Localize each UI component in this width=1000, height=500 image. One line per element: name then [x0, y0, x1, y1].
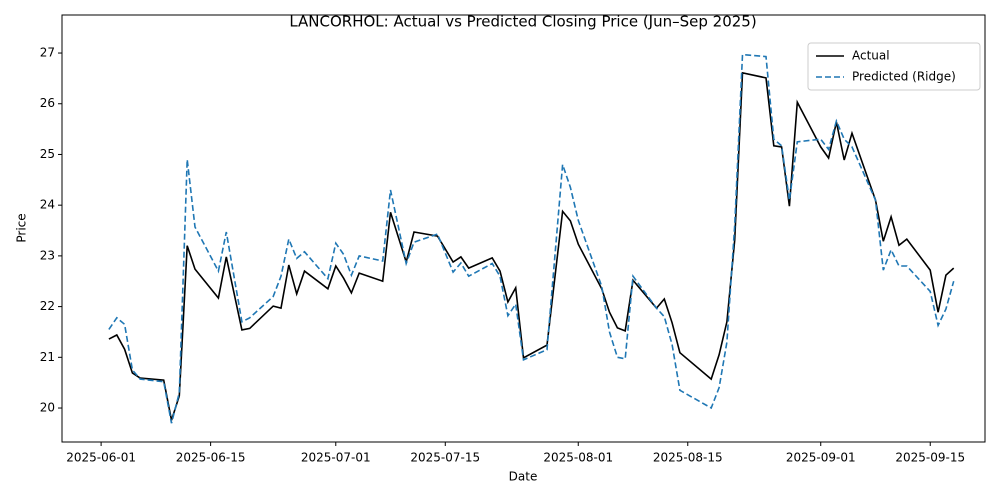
x-tick-label: 2025-08-01: [543, 451, 613, 465]
y-tick-label: 22: [40, 299, 55, 313]
y-tick-label: 25: [40, 147, 55, 161]
y-tick-label: 20: [40, 401, 55, 415]
plot-frame: [61, 14, 986, 443]
y-tick-label: 26: [40, 96, 55, 110]
legend-label: Actual: [852, 49, 890, 63]
x-tick-label: 2025-09-01: [786, 451, 856, 465]
y-tick-label: 27: [40, 46, 55, 60]
x-tick-label: 2025-08-15: [653, 451, 723, 465]
x-axis-label: Date: [509, 470, 538, 484]
series-line: [108, 53, 955, 424]
x-tick-label: 2025-06-01: [66, 451, 136, 465]
legend-label: Predicted (Ridge): [852, 70, 956, 84]
y-axis-label: Price: [15, 213, 29, 242]
legend-box: [807, 42, 981, 91]
x-tick-label: 2025-07-15: [410, 451, 480, 465]
y-tick-label: 23: [40, 248, 55, 262]
x-tick-label: 2025-07-01: [301, 451, 371, 465]
y-tick-label: 24: [40, 198, 55, 212]
x-tick-label: 2025-09-15: [895, 451, 965, 465]
chart-title: LANCORHOL: Actual vs Predicted Closing P…: [289, 13, 756, 31]
y-tick-label: 21: [40, 350, 55, 364]
series-line: [108, 71, 955, 421]
x-tick-label: 2025-06-15: [176, 451, 246, 465]
